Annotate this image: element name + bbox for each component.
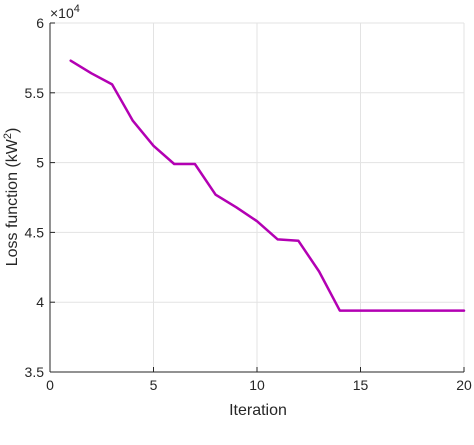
y-tick-label: 5.5 [25,85,45,101]
y-tick-label: 4.5 [25,224,45,240]
y-axis-exponent: ×104 [50,3,80,21]
x-tick-label: 10 [249,377,265,393]
exponent-base: ×10 [50,5,74,21]
x-tick-label: 20 [456,377,472,393]
y-axis-label-main: Loss function (kW [4,138,21,266]
ticks [49,22,465,373]
y-tick-label: 6 [36,15,44,31]
y-tick-label: 3.5 [25,364,45,380]
x-tick-label: 15 [353,377,369,393]
loss-series-line [69,59,466,312]
x-tick-label: 5 [150,377,158,393]
y-tick-label: 4 [36,294,44,310]
y-tick-label: 5 [36,155,44,171]
y-axis-label-superscript: 2 [2,133,14,139]
tick-labels: 0 5 10 15 20 3.5 4 4.5 5 5.5 6 [25,15,472,393]
series-layer [69,59,466,312]
x-axis-label: Iteration [229,402,287,419]
exponent-power: 4 [74,3,80,15]
y-axis-label-end: ) [4,128,21,133]
grid [49,22,465,373]
y-axis-label: Loss function (kW2) [2,128,21,267]
x-tick-label: 0 [46,377,54,393]
